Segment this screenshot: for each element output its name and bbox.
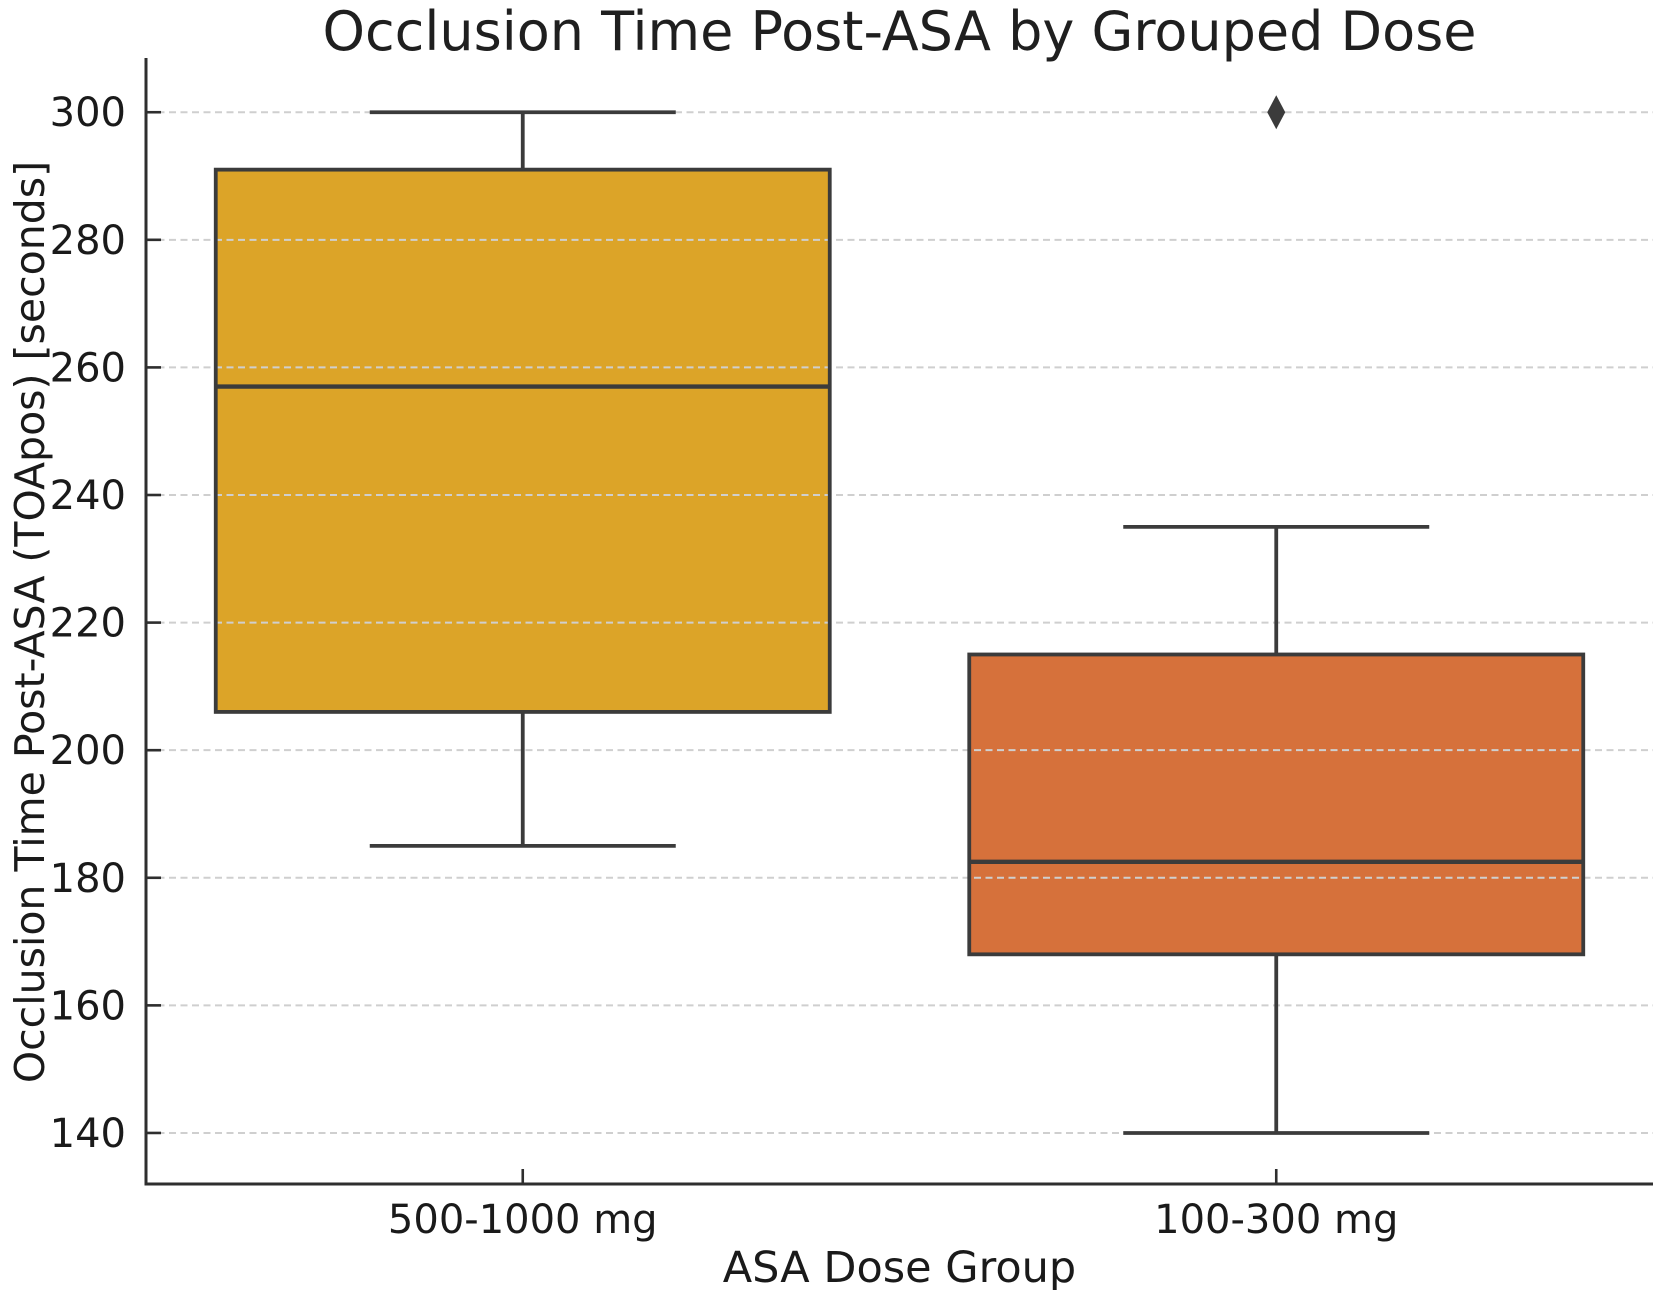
axis-layer: 140 160 180 200 220 240 260 280 300 500-1000 mg 10… bbox=[50, 58, 1653, 1243]
box-outline-500-1000-mg bbox=[213, 167, 832, 714]
y-tick-label-140: 140 bbox=[50, 1111, 126, 1157]
box-fill-100-300-mg bbox=[969, 654, 1584, 955]
y-tick-label-160: 160 bbox=[50, 983, 126, 1029]
x-tick-label-100-300-mg: 100-300 mg bbox=[1154, 1197, 1398, 1243]
gridline-layer bbox=[146, 111, 1653, 1134]
y-tick-label-180: 180 bbox=[50, 856, 126, 902]
box-500-1000-mg bbox=[213, 110, 832, 848]
box-line-layer bbox=[213, 95, 1586, 1135]
y-tick-label-280: 280 bbox=[50, 218, 126, 264]
x-tick-label-500-1000-mg: 500-1000 mg bbox=[388, 1197, 658, 1243]
box-fill-layer bbox=[215, 169, 1584, 955]
outlier-diamond-100-300-mg-300 bbox=[1267, 95, 1286, 130]
x-axis-label: ASA Dose Group bbox=[722, 1243, 1077, 1290]
y-tick-label-260: 260 bbox=[50, 345, 126, 391]
y-tick-label-300: 300 bbox=[50, 90, 126, 136]
y-axis-label: Occlusion Time Post-ASA (TOApos) [second… bbox=[6, 160, 54, 1084]
y-tick-label-200: 200 bbox=[50, 728, 126, 774]
y-tick-label-220: 220 bbox=[50, 601, 126, 647]
y-tick-label-240: 240 bbox=[50, 473, 126, 519]
chart-title: Occlusion Time Post-ASA by Grouped Dose bbox=[322, 0, 1477, 63]
box-outline-100-300-mg bbox=[967, 652, 1586, 957]
box-100-300-mg bbox=[967, 95, 1586, 1135]
box-fill-500-1000-mg bbox=[215, 169, 830, 712]
